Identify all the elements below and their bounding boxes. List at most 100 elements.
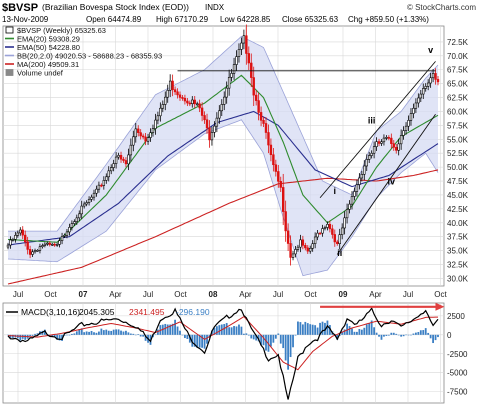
price-tick-label: 52.5K: [447, 149, 469, 158]
macd-title: MACD(3,10,16): [21, 307, 80, 317]
candle-body: [43, 243, 47, 246]
candle-body: [392, 143, 395, 148]
histogram-bar: [427, 332, 430, 335]
histogram-bar: [407, 334, 410, 336]
histogram-bar: [181, 334, 184, 336]
candle-body: [223, 96, 226, 105]
histogram-bar: [132, 333, 135, 335]
candle-body: [11, 239, 15, 241]
candle-body: [63, 234, 66, 237]
histogram-bar: [144, 334, 147, 341]
candle-body: [419, 93, 422, 99]
upper-channel-line: [319, 61, 436, 199]
candle-body: [399, 135, 403, 145]
candle-body: [350, 196, 354, 205]
candle-body: [230, 72, 233, 78]
histogram-bar: [397, 334, 400, 336]
histogram-bar: [429, 334, 432, 339]
candle-body: [156, 115, 160, 121]
macd-axis: 2500 0 -2500 -5000 -7500: [447, 312, 468, 397]
candle-body: [139, 132, 142, 137]
candle-body: [232, 64, 236, 74]
ma200-line: [7, 169, 439, 285]
candle-body: [97, 184, 101, 190]
candle-body: [225, 87, 228, 98]
histogram-bar: [242, 333, 245, 335]
candle-body: [397, 143, 400, 151]
candle-body: [218, 110, 221, 119]
candle-body: [274, 164, 278, 172]
candle-body: [213, 125, 216, 133]
histogram-bar: [21, 334, 24, 339]
histogram-bar: [12, 334, 14, 338]
candle-body: [436, 79, 440, 83]
header: $BVSP (Brazilian Bovespa Stock Index (EO…: [2, 2, 476, 24]
histogram-bar: [279, 334, 282, 344]
histogram-bar: [245, 333, 248, 335]
candle-body: [309, 247, 312, 252]
candle-body: [105, 176, 108, 181]
histogram-bar: [68, 334, 71, 336]
candlesticks: [6, 24, 440, 266]
time-tick-label: Oct: [174, 290, 187, 299]
histogram-bar: [414, 332, 417, 335]
histogram-bar: [51, 334, 54, 337]
histogram-bar: [115, 329, 118, 335]
candle-body: [171, 80, 174, 91]
candle-body: [269, 144, 273, 156]
candle-body: [48, 242, 51, 245]
histogram-bar: [316, 327, 319, 335]
candle-body: [363, 165, 366, 175]
candle-body: [336, 241, 339, 244]
histogram-bar: [346, 323, 348, 335]
histogram-bar: [390, 332, 393, 335]
candle-body: [95, 188, 98, 194]
candle-body: [259, 112, 263, 121]
histogram-bar: [19, 334, 22, 341]
candle-body: [370, 152, 373, 156]
candle-body: [36, 250, 39, 252]
candle-body: [262, 120, 265, 124]
index-name: (Brazilian Bovespa Stock Index (EOD)): [42, 2, 189, 12]
histogram-bar: [174, 319, 176, 335]
histogram-bar: [351, 328, 353, 335]
price-tick-label: 70.0K: [447, 52, 469, 61]
candle-body: [387, 137, 391, 139]
histogram-bar: [424, 328, 427, 335]
time-tick-label: Oct: [434, 290, 447, 299]
signal-line: [7, 315, 438, 371]
histogram-bar: [95, 332, 98, 335]
candle-body: [380, 141, 383, 144]
histogram-bar: [29, 334, 32, 336]
histogram-bar: [193, 334, 196, 347]
candle-body: [28, 249, 32, 255]
candle-body: [151, 128, 155, 133]
candle-body: [87, 198, 91, 203]
candle-body: [318, 232, 322, 235]
price-tick-label: 30.0K: [447, 274, 469, 283]
price-tick-label: 65.0K: [447, 80, 469, 89]
histogram-bar: [378, 334, 380, 337]
histogram-bar: [250, 334, 253, 339]
candle-body: [26, 241, 29, 250]
histogram-bar: [206, 334, 208, 344]
histogram-bar: [90, 330, 93, 335]
candle-body: [58, 240, 61, 245]
candle-body: [404, 125, 408, 131]
candle-body: [55, 244, 59, 246]
histogram-bar: [169, 324, 172, 335]
histogram-bar: [287, 334, 290, 370]
histogram-bar: [392, 332, 395, 335]
candle-body: [203, 115, 206, 121]
histogram-bar: [238, 324, 240, 335]
histogram-bar: [385, 334, 388, 336]
histogram-bar: [294, 334, 297, 336]
candle-body: [348, 203, 351, 210]
signal-value: 2341.495: [129, 307, 165, 317]
histogram-bar: [402, 334, 405, 337]
candle-body: [141, 135, 145, 138]
histogram-bar: [265, 334, 267, 351]
candle-body: [250, 62, 253, 78]
candle-body: [23, 234, 27, 243]
